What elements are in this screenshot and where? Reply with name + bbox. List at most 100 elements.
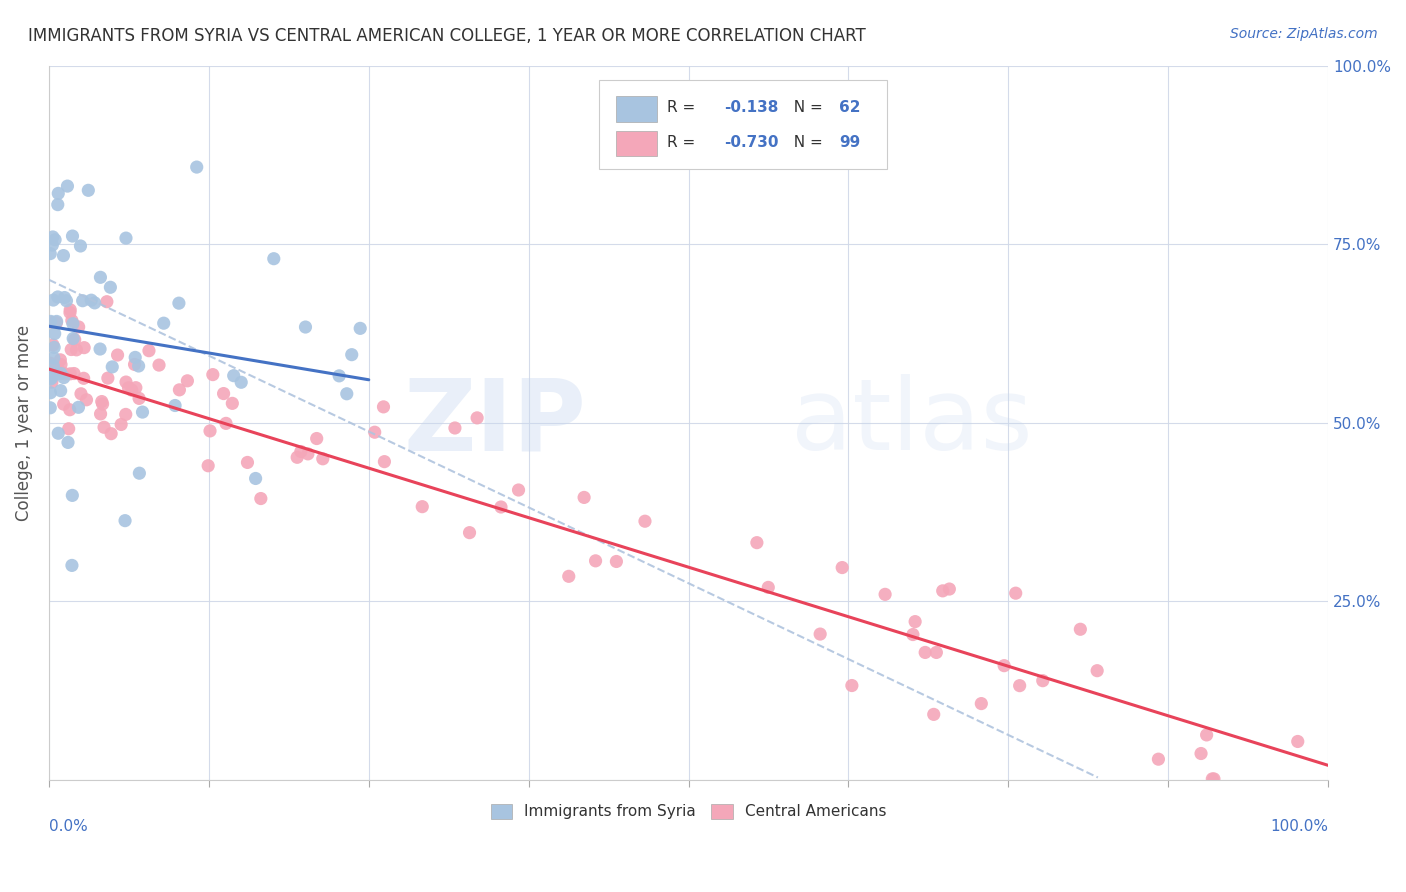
Point [1201,772,1223,786]
Point [107,348,129,362]
Point [808,627,831,641]
Point [46,186,69,201]
Point [53,291,76,305]
Point [59,402,82,417]
Point [59,367,82,381]
Point [56,435,79,450]
Point [62,229,84,244]
Point [340,348,363,362]
Point [80,293,103,308]
Point [198,424,221,438]
Text: -0.730: -0.730 [724,135,779,150]
Point [41,316,63,330]
Point [42,359,65,373]
Point [444,421,467,435]
Point [89,270,111,285]
Point [285,450,308,465]
Point [53,367,76,381]
Point [49,352,72,367]
Point [114,408,136,422]
Point [231,376,253,390]
Point [263,252,285,266]
Point [41,371,63,385]
Text: atlas: atlas [792,374,1032,471]
Point [83,296,105,310]
Point [62,317,84,331]
Point [76,392,98,407]
Point [745,535,768,549]
Point [250,491,273,506]
Point [1069,622,1091,636]
Point [169,383,191,397]
Text: 0.0%: 0.0% [49,819,87,834]
Point [59,302,82,317]
Point [39,356,62,370]
Point [1147,752,1170,766]
Point [458,525,481,540]
Point [938,582,960,596]
Point [42,293,65,307]
Point [59,305,82,319]
Point [41,375,63,389]
Point [245,471,267,485]
Point [1286,734,1309,748]
Point [290,444,312,458]
Point [39,385,62,400]
Point [46,426,69,441]
Point [110,417,132,432]
Point [336,386,359,401]
Point [46,290,69,304]
Point [1195,728,1218,742]
Point [605,554,627,568]
Point [45,314,67,328]
Point [1008,679,1031,693]
Point [312,451,335,466]
Point [56,179,79,194]
Point [41,238,63,252]
Point [125,381,148,395]
Point [373,400,395,414]
Point [294,320,316,334]
Point [128,392,150,406]
Point [585,554,607,568]
Point [63,333,86,347]
Point [44,341,66,355]
Point [901,627,924,641]
Point [45,363,67,377]
Point [100,280,122,294]
Point [128,466,150,480]
Point [932,583,955,598]
Point [73,371,96,385]
Point [46,197,69,211]
Point [364,425,387,440]
Text: R =: R = [666,100,700,115]
Point [42,230,65,244]
Point [197,458,219,473]
Point [1085,664,1108,678]
Point [115,231,138,245]
Point [62,331,84,345]
Point [1202,772,1225,786]
Point [152,316,174,330]
Point [831,560,853,574]
Text: -0.138: -0.138 [724,100,779,115]
Point [60,343,83,357]
Point [69,239,91,253]
Legend: Immigrants from Syria, Central Americans: Immigrants from Syria, Central Americans [485,797,893,825]
Point [60,313,83,327]
Point [305,432,328,446]
Point [1189,747,1212,761]
Point [201,368,224,382]
Point [121,383,143,397]
Point [114,514,136,528]
Point [970,697,993,711]
Point [148,358,170,372]
Point [925,645,948,659]
Point [89,342,111,356]
Text: 100.0%: 100.0% [1270,819,1329,834]
Point [165,399,187,413]
Point [96,294,118,309]
Point [67,320,90,334]
Point [167,296,190,310]
Point [222,368,245,383]
